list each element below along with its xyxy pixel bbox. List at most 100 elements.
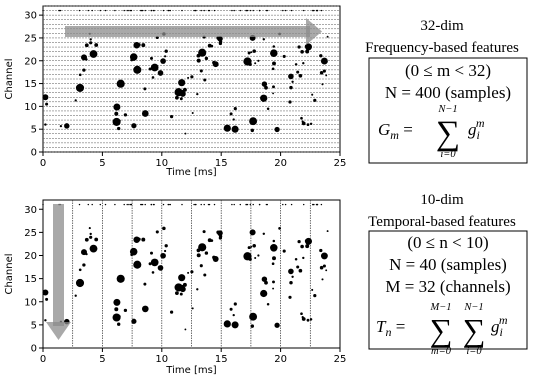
spike-dot bbox=[321, 83, 324, 86]
bottom-channel-arrow bbox=[46, 204, 71, 340]
spike-dot bbox=[196, 253, 201, 258]
temp-sum1-upper: M−1 bbox=[429, 302, 451, 313]
spike-dot bbox=[247, 246, 251, 250]
spike-dot bbox=[123, 203, 125, 206]
freq-features-title: Frequency-based features bbox=[365, 40, 519, 56]
spike-dot bbox=[250, 245, 253, 248]
spike-dot bbox=[254, 62, 257, 65]
spike-dot bbox=[203, 203, 205, 206]
spike-dot bbox=[195, 203, 197, 206]
spike-dot bbox=[200, 203, 202, 206]
spike-dot bbox=[309, 318, 313, 321]
spike-dot bbox=[282, 203, 284, 206]
spike-dot bbox=[207, 203, 210, 206]
spike-dot bbox=[148, 262, 152, 266]
spike-dot bbox=[135, 264, 138, 267]
spike-dot bbox=[193, 203, 195, 206]
spike-dot bbox=[231, 9, 233, 12]
spike-dot bbox=[243, 57, 252, 66]
spike-dot bbox=[250, 51, 253, 54]
spike-dot bbox=[99, 203, 102, 206]
spike-dot bbox=[104, 203, 107, 206]
spike-dot bbox=[282, 9, 284, 12]
spike-dot bbox=[302, 256, 305, 260]
spike-dot bbox=[239, 203, 241, 206]
spike-dot bbox=[84, 237, 89, 242]
spike-dot bbox=[181, 203, 183, 206]
spike-dot bbox=[303, 9, 305, 12]
y-tick-label: 0 bbox=[31, 148, 37, 159]
x-tick-label: 10 bbox=[155, 354, 168, 365]
spike-dot bbox=[325, 269, 328, 272]
spike-dot bbox=[182, 282, 187, 287]
x-tick-label: 20 bbox=[274, 354, 287, 365]
spike-dot bbox=[322, 264, 326, 268]
spike-dot bbox=[169, 310, 174, 314]
spike-dot bbox=[232, 118, 235, 121]
spike-dot bbox=[190, 75, 194, 79]
spike-dot bbox=[89, 232, 92, 236]
spike-dot bbox=[196, 53, 201, 58]
spike-dot bbox=[137, 43, 141, 47]
y-tick-label: 10 bbox=[24, 102, 37, 113]
spike-dot bbox=[257, 254, 260, 257]
spike-dot bbox=[195, 9, 197, 12]
spike-dot bbox=[213, 203, 216, 206]
spike-dot bbox=[216, 230, 220, 235]
spike-dot bbox=[75, 278, 85, 288]
x-tick-label: 10 bbox=[155, 158, 168, 169]
spike-dot bbox=[271, 262, 275, 266]
spike-dot bbox=[178, 274, 186, 282]
spike-dot bbox=[229, 112, 233, 116]
spike-dot bbox=[199, 69, 203, 73]
spike-dot bbox=[316, 9, 319, 12]
y-tick-label: 0 bbox=[31, 344, 37, 355]
spike-dot bbox=[320, 57, 328, 65]
spike-dot bbox=[116, 79, 125, 88]
spike-dot bbox=[270, 49, 278, 57]
spike-dot bbox=[231, 125, 239, 133]
spike-dot bbox=[249, 9, 251, 12]
spike-dot bbox=[212, 61, 219, 68]
spike-dot bbox=[298, 73, 303, 78]
spike-dot bbox=[320, 203, 323, 206]
spike-dot bbox=[266, 203, 268, 206]
spike-dot bbox=[116, 274, 125, 283]
freq-formula-term: gim bbox=[468, 116, 485, 142]
spike-dot bbox=[129, 203, 132, 206]
spike-dot bbox=[231, 321, 239, 329]
spike-dot bbox=[85, 58, 88, 61]
spike-dot bbox=[296, 265, 300, 269]
temp-sum1-lower: m=0 bbox=[431, 346, 452, 357]
spike-dot bbox=[245, 203, 247, 206]
spike-dot bbox=[207, 238, 212, 243]
spike-dot bbox=[163, 249, 167, 253]
spike-dot bbox=[151, 271, 155, 274]
spike-dot bbox=[300, 49, 304, 54]
spike-dot bbox=[163, 55, 167, 58]
spike-dot bbox=[312, 9, 314, 12]
spike-dot bbox=[245, 9, 247, 12]
spike-dot bbox=[169, 114, 174, 119]
temp-sum-symbol-1: ∑ bbox=[430, 312, 453, 348]
bottom-y-axis-label: Channel bbox=[4, 253, 15, 294]
spike-dot bbox=[218, 41, 223, 46]
spike-dot bbox=[297, 239, 301, 244]
spike-dot bbox=[203, 78, 207, 82]
spike-dot bbox=[274, 126, 280, 133]
spike-dot bbox=[216, 36, 220, 40]
x-tick-label: 25 bbox=[334, 354, 347, 365]
spike-dot bbox=[319, 248, 323, 253]
spike-dot bbox=[78, 73, 82, 77]
spike-dot bbox=[212, 256, 219, 262]
spike-dot bbox=[291, 275, 294, 278]
spike-dot bbox=[160, 252, 166, 259]
spike-dot bbox=[316, 203, 319, 206]
spike-dot bbox=[320, 252, 328, 260]
spike-dot bbox=[272, 85, 275, 89]
spike-dot bbox=[78, 268, 82, 272]
top-y-axis-label: Channel bbox=[4, 58, 15, 99]
spike-dot bbox=[233, 302, 237, 306]
spike-dot bbox=[272, 92, 275, 95]
spike-dot bbox=[58, 9, 60, 12]
